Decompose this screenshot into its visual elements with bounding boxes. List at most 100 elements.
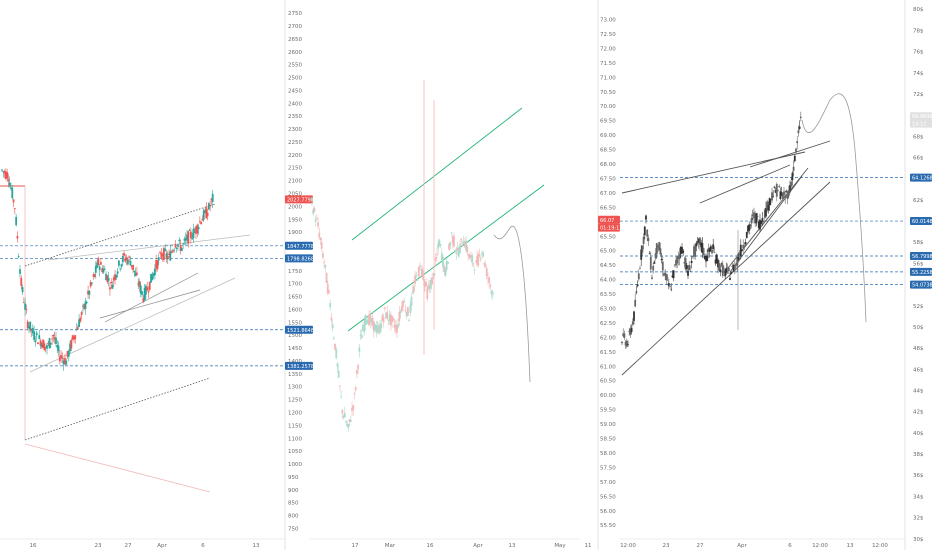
left-trend-line xyxy=(47,234,251,261)
left-price-tag xyxy=(285,241,313,250)
mid-x-tick: Apr xyxy=(473,543,483,549)
mid-candle-body xyxy=(360,334,363,339)
left-candle-body xyxy=(98,266,101,271)
left-candle-body xyxy=(107,277,110,281)
left-candle-body xyxy=(175,247,178,249)
left-candle-body xyxy=(209,205,212,207)
mid-candle-body xyxy=(434,257,437,262)
right-usd-y-tick: 46$ xyxy=(913,367,924,373)
mid-candle-body xyxy=(396,325,398,333)
mid-candle-body xyxy=(459,244,461,253)
left-candle-body xyxy=(100,262,102,265)
left-candle-body xyxy=(91,282,93,284)
right-y-tick: 62.00 xyxy=(600,335,616,341)
right-candle-body xyxy=(631,321,634,325)
right-y-tick: 70.50 xyxy=(600,90,616,96)
left-candle-body xyxy=(184,238,187,241)
right-candle-body xyxy=(677,256,680,260)
mid-candle-body xyxy=(472,263,475,265)
left-candle-body xyxy=(96,262,98,268)
left-candle-body xyxy=(13,208,16,210)
left-y-tick: 1900 xyxy=(288,230,302,236)
left-y-tick: 1450 xyxy=(288,346,302,352)
right-y-tick: 61.50 xyxy=(600,350,616,356)
left-y-tick: 1350 xyxy=(288,372,302,378)
mid-candle-body xyxy=(431,277,434,285)
left-candle-body xyxy=(33,331,36,340)
left-candle-body xyxy=(31,327,34,334)
right-usd-price-tag xyxy=(910,251,932,260)
mid-candle-body xyxy=(353,393,356,395)
right-candle-body xyxy=(715,254,718,264)
left-candle-body xyxy=(80,312,83,316)
mid-candle-body xyxy=(325,272,328,283)
left-candle-body xyxy=(205,207,208,219)
mid-candle-body xyxy=(479,258,482,260)
left-candle-body xyxy=(38,335,41,339)
mid-candle-body xyxy=(383,307,386,309)
right-candle-body xyxy=(749,224,752,226)
mid-candle-body xyxy=(386,311,389,319)
right-usd-y-tick: 58$ xyxy=(913,240,924,246)
left-candle-body xyxy=(162,248,165,261)
mid-candle-body xyxy=(319,238,322,241)
mid-x-tick: 17 xyxy=(352,543,359,549)
mid-candle-body xyxy=(364,315,367,325)
mid-candle-body xyxy=(425,281,427,286)
left-candle-body xyxy=(156,260,159,270)
mid-candle-body xyxy=(323,261,326,263)
mid-candle-body xyxy=(324,264,327,268)
left-candle-body xyxy=(166,256,169,260)
left-price-tag-label: 2027.7798 xyxy=(287,197,314,203)
mid-candle-body xyxy=(421,268,424,278)
right-candle-body xyxy=(785,191,788,193)
right-usd-y-tick: 48$ xyxy=(913,346,924,352)
left-channel-bottom xyxy=(24,377,211,441)
left-candle-body xyxy=(196,224,199,234)
left-y-tick: 1100 xyxy=(288,436,302,442)
left-candle-body xyxy=(60,354,63,359)
mid-candle-body xyxy=(376,325,379,333)
right-y-tick: 69.50 xyxy=(600,119,616,125)
right-candle-body xyxy=(621,341,623,343)
right-candle-body xyxy=(769,199,772,201)
mid-candle-body xyxy=(368,314,370,326)
mid-candle-body xyxy=(312,209,315,214)
right-usd-y-tick: 50$ xyxy=(913,325,924,331)
right-candle-body xyxy=(718,263,721,271)
mid-candle-body xyxy=(346,423,349,426)
right-candle-body xyxy=(672,270,675,279)
mid-candle-body xyxy=(444,268,447,276)
right-candle-body xyxy=(637,273,640,280)
mid-candle-body xyxy=(456,247,459,251)
mid-candle-body xyxy=(397,324,400,328)
left-x-tick: 23 xyxy=(95,543,102,549)
mid-candle-body xyxy=(430,279,432,289)
right-y-tick: 65.50 xyxy=(600,234,616,240)
right-candle-body xyxy=(659,248,662,255)
right-usd-y-tick: 68$ xyxy=(913,134,924,140)
right-candle-body xyxy=(729,277,731,280)
right-candle-body xyxy=(783,191,785,196)
mid-candle-body xyxy=(476,256,478,265)
left-candle-body xyxy=(127,259,129,265)
left-trend-line xyxy=(29,277,236,373)
left-candle-body xyxy=(55,337,57,344)
right-candle-body xyxy=(628,331,631,332)
mid-candle-body xyxy=(339,385,341,387)
mid-candle-body xyxy=(375,325,378,333)
right-candle-body xyxy=(739,244,742,256)
right-candle-body xyxy=(775,184,778,197)
left-candle-body xyxy=(171,250,174,252)
mid-candle-body xyxy=(422,275,425,281)
left-candle-body xyxy=(84,301,87,309)
mid-candle-body xyxy=(314,219,317,222)
right-usd-y-tick: 62$ xyxy=(913,198,924,204)
right-candle-body xyxy=(664,272,667,275)
mid-candle-body xyxy=(403,301,406,303)
left-candle-body xyxy=(24,303,27,310)
mid-x-tick: 13 xyxy=(509,543,516,549)
right-candle-body xyxy=(759,219,761,230)
mid-candle-body xyxy=(413,286,415,292)
mid-candle-body xyxy=(446,261,449,264)
